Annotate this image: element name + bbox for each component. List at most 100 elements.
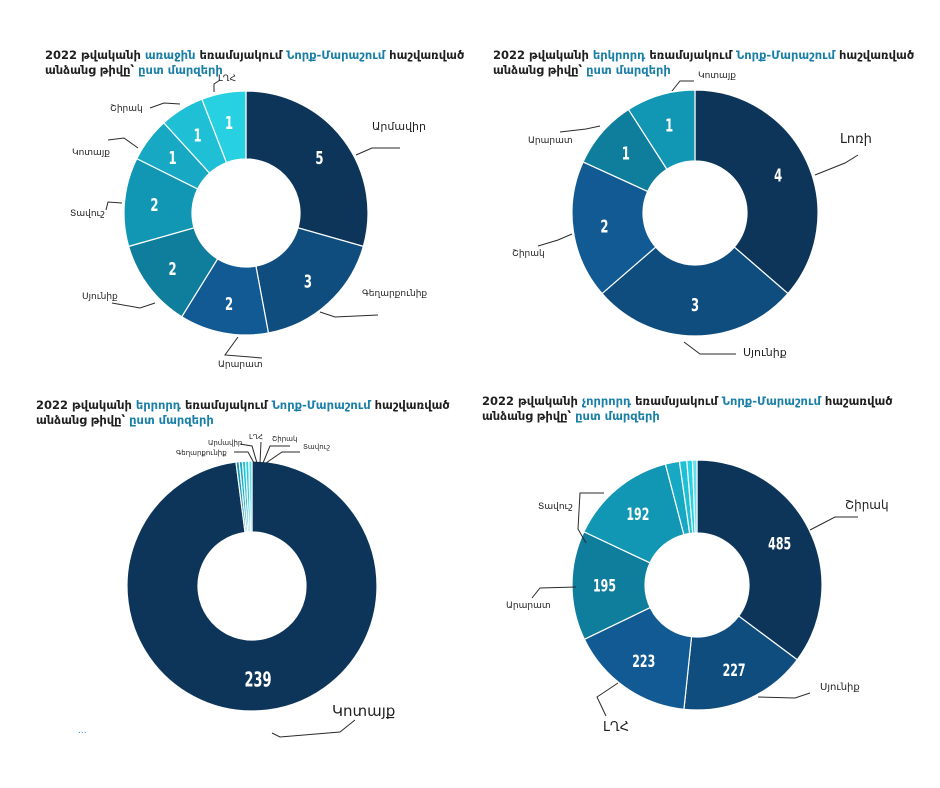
category-label: Արարատ (506, 601, 551, 611)
donut-slice (245, 90, 369, 248)
category-label: Շիրակ (512, 249, 545, 259)
category-label: Լոռի (840, 132, 872, 147)
donut-slice (694, 89, 819, 295)
slice-value-label: 3 (691, 294, 699, 316)
slice-value-label: 195 (593, 577, 616, 597)
leader-line (757, 692, 811, 699)
title-segment: 2022 թվականի (45, 48, 145, 62)
title-segment: 2022 թվականի (493, 48, 593, 62)
slice-value-label: 192 (626, 505, 649, 525)
donut-slice (683, 615, 799, 711)
slice-value-label: 239 (245, 669, 272, 692)
slice-value-label: 2 (169, 258, 177, 280)
title-segment: Նորք-Մարաշում (721, 394, 821, 408)
leader-line (213, 79, 221, 92)
category-label: ԼՂՀ (249, 433, 263, 441)
title-segment: երրորդ (135, 398, 181, 412)
leader-line (671, 80, 694, 92)
slice-value-label: 1 (169, 147, 177, 169)
category-label: Արմավիր (208, 439, 242, 447)
leader-line (531, 586, 577, 599)
category-label: Արարատ (218, 360, 263, 370)
leader-line (234, 451, 255, 464)
donut-chart-2: 4 3 2 1 1 Լոռի Սյունիք Շիրակ Արարատ Կոտայք (512, 71, 872, 359)
donut-slice (248, 460, 253, 533)
leader-line (596, 682, 619, 717)
slice-value-label: 223 (632, 652, 655, 672)
category-label: Գեղարքունիք (176, 449, 227, 457)
category-label: Շիրակ (272, 435, 297, 443)
category-label: Շիրակ (845, 498, 889, 512)
title-line-1: 2022 թվականի չորրորդ եռամսյակում Նորք-Մա… (482, 394, 893, 409)
slice-value-label: 2 (225, 293, 233, 315)
leader-line (814, 154, 859, 176)
category-label: Գեղարքունիք (362, 289, 427, 299)
title-segment: հաշվառված (370, 398, 450, 412)
title-segment: եռամսյակում (631, 394, 722, 408)
category-label: Տավուշ (70, 209, 105, 219)
leader-line (107, 137, 139, 149)
title-segment: հաշվառված (835, 48, 915, 62)
title-segment: հաշվառված (385, 48, 465, 62)
slice-value-label: 1 (225, 112, 233, 134)
slice-value-label: 1 (622, 142, 630, 164)
donut-slice (255, 227, 365, 334)
category-label: Շիրակ (110, 104, 143, 114)
leader-line (809, 516, 858, 531)
title-line-1: 2022 թվականի երրորդ եռամսյակում Նորք-Մար… (36, 398, 450, 413)
category-label: ԼՂՀ (603, 720, 629, 735)
slice-value-label: 1 (665, 114, 673, 136)
title-segment: ըստ մարզերի (129, 413, 214, 427)
leader-line (355, 147, 400, 156)
slice-value-label: 5 (315, 147, 323, 169)
leader-line (271, 719, 356, 738)
leader-line (111, 302, 156, 309)
title-segment: Նորք-Մարաշում (286, 48, 386, 62)
title-segment: չորրորդ (581, 394, 632, 408)
leader-line (537, 233, 573, 247)
donut-slice (201, 90, 247, 164)
title-segment: Նորք-Մարաշում (735, 48, 836, 62)
leader-line (683, 341, 736, 355)
leader-line (319, 311, 379, 318)
category-label: Արարատ (528, 136, 573, 146)
slice-value-label: 4 (774, 164, 782, 186)
category-label: Արմավիր (372, 120, 426, 133)
chart-title-q4: 2022 թվականի չորրորդ եռամսյակում Նորք-Մա… (482, 394, 893, 424)
category-label: Սյունիք (82, 292, 118, 302)
title-segment: Նորք-Մարաշում (271, 398, 371, 412)
title-line-2: անձանց թիվը՝ ըստ մարզերի (482, 409, 893, 424)
leader-line (105, 201, 123, 211)
category-label: Կոտայք (698, 71, 736, 81)
slice-value-label: 485 (768, 535, 791, 555)
category-label: Կոտայք (332, 702, 395, 720)
leader-line (149, 102, 181, 109)
donut-slice (126, 460, 378, 712)
title-segment: անձանց թիվը՝ (45, 63, 139, 77)
category-label: Կոտայք (72, 148, 110, 158)
donut-slice (696, 459, 823, 661)
chart-title-q2: 2022 թվականի երկրորդ եռամսյակում Նորք-Մա… (493, 48, 914, 78)
title-segment: երկրորդ (592, 48, 646, 62)
title-segment: եռամսյակում (195, 48, 287, 62)
title-segment: առաջին (144, 48, 196, 62)
title-line-2: անձանց թիվը՝ ըստ մարզերի (45, 63, 464, 78)
title-segment: անձանց թիվը՝ (493, 63, 587, 77)
title-segment: 2022 թվականի (482, 394, 582, 408)
category-label: Տավուշ (303, 443, 331, 451)
slice-value-label: 2 (150, 194, 158, 216)
donut-chart-4: 485 227 223 195 192 Շիրակ Սյունիք ԼՂՀ Արարատ Տավո… (506, 459, 889, 735)
slice-value-label: 3 (304, 270, 312, 292)
title-line-1: 2022 թվականի երկրորդ եռամսյակում Նորք-Մա… (493, 48, 914, 63)
title-segment: եռամսյակում (180, 398, 272, 412)
title-segment: եռամսյակում (645, 48, 736, 62)
category-label: Սյունիք (743, 346, 787, 359)
leader-line (239, 443, 258, 464)
chart-title-q3: 2022 թվականի երրորդ եռամսյակում Նորք-Մար… (36, 398, 450, 428)
title-segment: ըստ մարզերի (586, 63, 671, 77)
title-segment: հաշառված (820, 394, 893, 408)
leader-line (262, 445, 290, 464)
category-label: Տավուշ (538, 502, 573, 512)
